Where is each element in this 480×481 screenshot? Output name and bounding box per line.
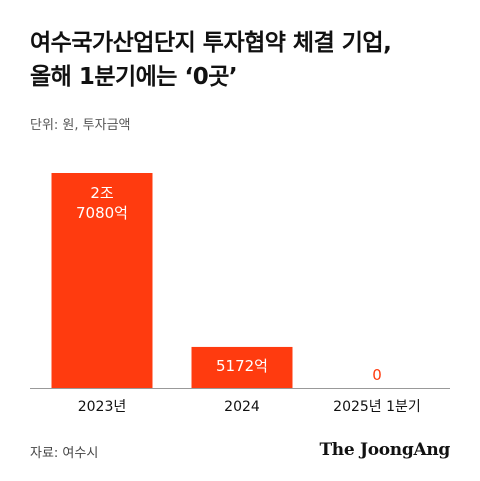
value-label-0-1: 7080억 — [76, 204, 128, 222]
category-label-1: 2024 — [224, 399, 260, 415]
publisher-logo: The JoongAng — [319, 440, 450, 460]
chart-title-line-2: 올해 1분기에는 ‘0곳’ — [30, 64, 238, 90]
source-label: 자료: 여수시 — [30, 446, 99, 461]
value-label-0-0: 2조 — [90, 184, 114, 202]
category-label-2: 2025년 1분기 — [333, 399, 421, 415]
category-label-0: 2023년 — [78, 399, 127, 415]
chart-title: 여수국가산업단지 투자협약 체결 기업, 올해 1분기에는 ‘0곳’ — [30, 26, 392, 94]
unit-label: 단위: 원, 투자금액 — [30, 118, 131, 133]
bar-1 — [191, 346, 293, 388]
chart-title-line-1: 여수국가산업단지 투자협약 체결 기업, — [30, 30, 392, 56]
value-label-1-0: 5172억 — [216, 357, 268, 375]
value-label-2-0: 0 — [372, 366, 382, 384]
bar-0 — [51, 173, 153, 388]
bar-chart: 2조 7080억 2023년 5172억 2024 0 2025년 1분기 — [30, 173, 450, 415]
